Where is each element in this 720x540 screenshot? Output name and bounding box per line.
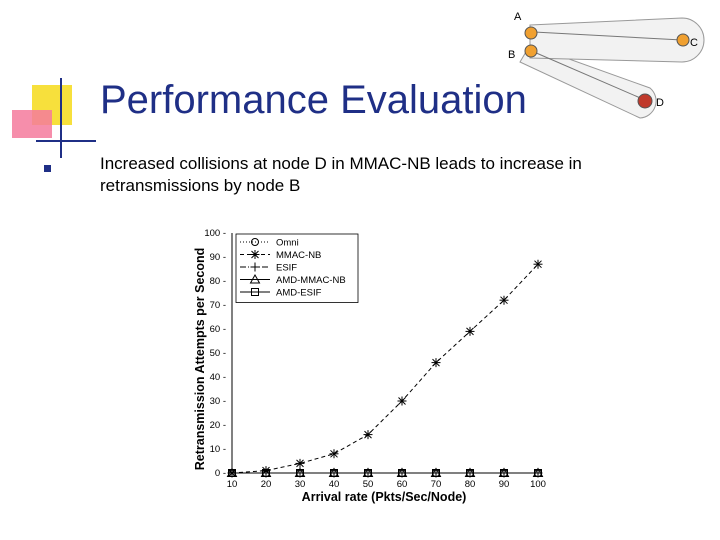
- y-tick-label: 90 -: [210, 252, 226, 263]
- data-point-mmac-nb: [465, 326, 475, 336]
- range-zone-b-d: [519, 44, 657, 119]
- y-tick-label: 20 -: [210, 420, 226, 431]
- y-tick-label: 50 -: [210, 348, 226, 359]
- x-tick-label: 10: [227, 479, 238, 490]
- y-tick-label: 60 -: [210, 324, 226, 335]
- data-point-amd-esif: [466, 469, 474, 477]
- bullet-text: Increased collisions at node D in MMAC-N…: [100, 154, 582, 195]
- series-line-mmac-nb: [231, 263, 539, 474]
- x-tick-label: 60: [397, 479, 408, 490]
- data-point-amd-esif: [500, 469, 508, 477]
- data-point-amd-esif: [228, 469, 236, 477]
- deco-horizontal-line: [36, 140, 96, 142]
- data-point-amd-esif: [262, 469, 270, 477]
- x-tick-label: 30: [295, 479, 306, 490]
- data-point-amd-esif: [432, 469, 440, 477]
- x-axis-label: Arrival rate (Pkts/Sec/Node): [302, 490, 467, 504]
- legend-marker: [251, 288, 259, 296]
- data-point-amd-esif: [534, 469, 542, 477]
- data-point-mmac-nb: [363, 430, 373, 440]
- data-point-amd-esif: [296, 469, 304, 477]
- y-tick-label: 100 -: [204, 228, 226, 239]
- x-tick-label: 50: [363, 479, 374, 490]
- node-label-c: C: [690, 37, 698, 49]
- legend-label: MMAC-NB: [276, 250, 321, 261]
- x-tick-label: 70: [431, 479, 442, 490]
- node-b: [524, 44, 538, 58]
- retransmission-chart: Retransmission Attempts per Second Arriv…: [193, 228, 546, 504]
- legend-marker: [250, 262, 260, 272]
- x-tick-label: 100: [530, 479, 546, 490]
- legend-label: AMD-ESIF: [276, 288, 322, 299]
- legend-label: AMD-MMAC-NB: [276, 275, 346, 286]
- legend-marker: [250, 250, 260, 259]
- data-point-mmac-nb: [397, 396, 407, 406]
- data-point-mmac-nb: [295, 458, 305, 468]
- link-a-c: [533, 31, 683, 41]
- x-tick-label: 80: [465, 479, 476, 490]
- data-point-mmac-nb: [431, 358, 441, 368]
- node-label-d: D: [656, 97, 664, 109]
- range-zone-a-c: [529, 17, 705, 63]
- node-label-a: A: [514, 11, 522, 23]
- data-point-amd-esif: [398, 469, 406, 477]
- data-point-mmac-nb: [533, 259, 543, 269]
- page-title: Performance Evaluation: [100, 78, 527, 122]
- legend-label: Omni: [276, 238, 299, 249]
- node-d: [637, 93, 653, 109]
- topology-diagram: A B C D: [508, 11, 705, 119]
- plot-area: [226, 259, 544, 478]
- y-tick-label: 70 -: [210, 300, 226, 311]
- data-point-mmac-nb: [499, 295, 509, 305]
- deco-vertical-line: [60, 78, 62, 158]
- x-tick-label: 20: [261, 479, 272, 490]
- y-tick-label: 80 -: [210, 276, 226, 287]
- legend-marker: [251, 238, 259, 246]
- node-c: [676, 33, 690, 47]
- legend-label: ESIF: [276, 263, 297, 274]
- y-tick-label: 40 -: [210, 372, 226, 383]
- bullet-square-icon: [44, 165, 51, 172]
- deco-pink-square: [12, 110, 52, 138]
- x-tick-label: 40: [329, 479, 340, 490]
- y-tick-label: 10 -: [210, 444, 226, 455]
- y-tick-label: 30 -: [210, 396, 226, 407]
- data-point-amd-esif: [364, 469, 372, 477]
- legend-marker: [249, 273, 261, 284]
- data-point-mmac-nb: [329, 449, 339, 459]
- link-b-d: [533, 51, 646, 101]
- node-label-b: B: [508, 49, 515, 61]
- x-tick-label: 90: [499, 479, 510, 490]
- data-point-amd-esif: [330, 469, 338, 477]
- y-axis-label: Retransmission Attempts per Second: [193, 248, 207, 471]
- node-a: [524, 26, 538, 40]
- y-tick-label: 0 -: [215, 468, 226, 479]
